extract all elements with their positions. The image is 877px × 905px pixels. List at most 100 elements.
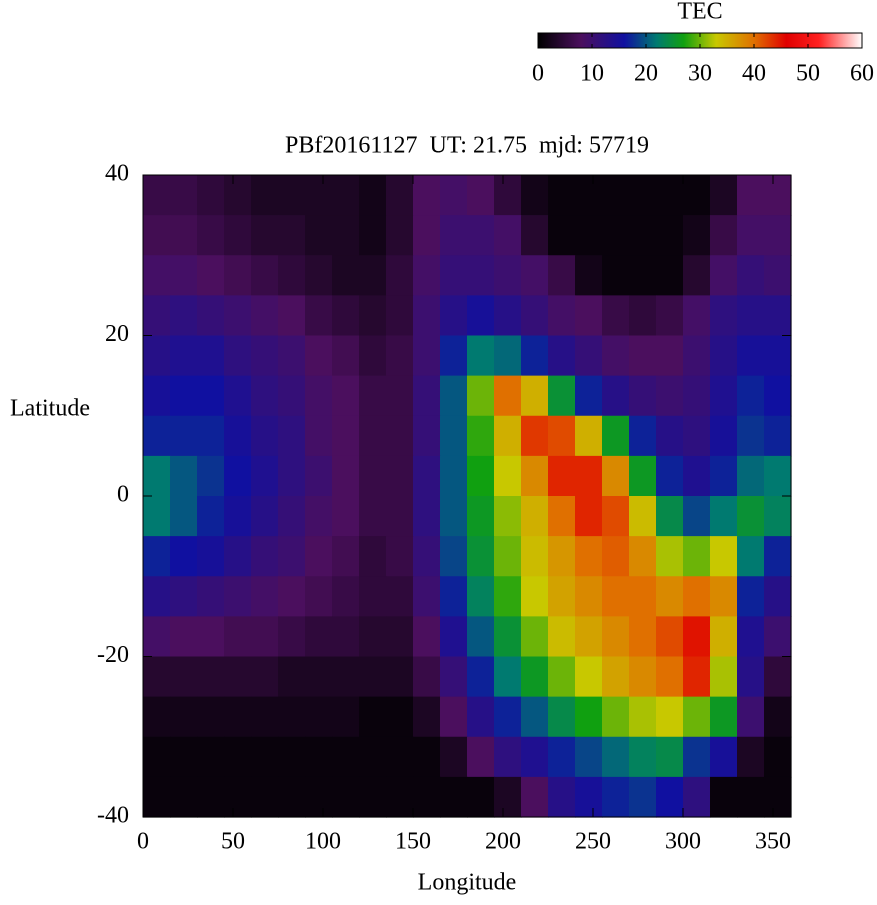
x-axis-label: Longitude — [418, 870, 517, 896]
heat-cell — [440, 736, 468, 778]
heat-cell — [332, 375, 360, 417]
heat-cell — [143, 335, 171, 377]
heat-cell — [575, 776, 603, 818]
heat-cell — [602, 375, 630, 417]
heat-cell — [251, 616, 279, 658]
heat-cell — [305, 295, 333, 337]
heat-cell — [332, 536, 360, 577]
heat-cell — [737, 656, 765, 698]
heat-cell — [764, 776, 792, 818]
heat-cell — [548, 776, 576, 818]
heat-cell — [494, 696, 522, 738]
heat-cell — [440, 536, 468, 577]
heat-cell — [521, 335, 549, 377]
heat-cell — [575, 616, 603, 658]
heat-cell — [467, 696, 495, 738]
colorbar-tick-label: 40 — [742, 61, 766, 87]
heat-cell — [467, 415, 495, 457]
heat-cell — [251, 576, 279, 617]
heat-cell — [629, 415, 657, 457]
heat-cell — [332, 175, 360, 216]
heat-cell — [602, 576, 630, 617]
heat-cell — [521, 255, 549, 296]
heat-cell — [467, 576, 495, 617]
heat-cell — [494, 536, 522, 577]
heat-cell — [629, 696, 657, 738]
x-tick-label: 150 — [395, 829, 431, 855]
heat-cell — [521, 295, 549, 337]
heat-cell — [224, 536, 252, 577]
heat-cell — [494, 215, 522, 256]
heat-cell — [359, 696, 387, 738]
heat-cell — [170, 776, 198, 818]
heat-cell — [251, 415, 279, 457]
heat-cell — [575, 455, 603, 497]
heat-cell — [683, 656, 711, 698]
heat-cell — [467, 536, 495, 577]
heat-cell — [602, 536, 630, 577]
heat-cell — [224, 576, 252, 617]
heat-cell — [278, 536, 306, 577]
heat-cell — [197, 335, 225, 377]
heat-cell — [305, 496, 333, 537]
heat-cell — [683, 496, 711, 537]
heat-cell — [332, 736, 360, 778]
heat-cell — [494, 656, 522, 698]
heat-cell — [710, 776, 738, 818]
heat-cell — [224, 455, 252, 497]
heat-cell — [332, 455, 360, 497]
heat-cell — [710, 656, 738, 698]
heat-cell — [305, 576, 333, 617]
heat-cell — [440, 335, 468, 377]
heat-cell — [602, 736, 630, 778]
heat-cell — [197, 576, 225, 617]
heat-cell — [440, 175, 468, 216]
heat-cell — [656, 175, 684, 216]
heat-cell — [224, 215, 252, 256]
heat-cell — [413, 455, 441, 497]
heat-cell — [413, 536, 441, 577]
heat-cell — [305, 415, 333, 457]
heat-cell — [656, 375, 684, 417]
heat-cell — [548, 696, 576, 738]
heat-cell — [710, 255, 738, 296]
heat-cell — [602, 696, 630, 738]
heat-cell — [224, 335, 252, 377]
heat-cell — [737, 536, 765, 577]
heat-cell — [143, 736, 171, 778]
heat-cell — [143, 536, 171, 577]
heat-cell — [440, 656, 468, 698]
heat-cell — [602, 496, 630, 537]
heat-cell — [656, 295, 684, 337]
heat-cell — [575, 576, 603, 617]
heat-cell — [278, 415, 306, 457]
heat-cell — [413, 415, 441, 457]
heat-cell — [521, 496, 549, 537]
heat-cell — [386, 175, 414, 216]
heat-cell — [710, 415, 738, 457]
heat-cell — [764, 656, 792, 698]
y-axis-label: Latitude — [10, 396, 90, 422]
heat-cell — [359, 375, 387, 417]
heat-cell — [305, 215, 333, 256]
heat-cell — [170, 736, 198, 778]
heat-cell — [359, 415, 387, 457]
heat-cell — [575, 496, 603, 537]
heat-cell — [629, 776, 657, 818]
heat-cell — [278, 496, 306, 537]
heat-cell — [764, 415, 792, 457]
heat-cell — [656, 576, 684, 617]
heat-cell — [386, 335, 414, 377]
heat-cell — [764, 696, 792, 738]
heat-cell — [602, 175, 630, 216]
heat-cell — [224, 255, 252, 296]
heat-cell — [251, 696, 279, 738]
heat-cell — [710, 536, 738, 577]
heat-cell — [386, 576, 414, 617]
heat-cell — [737, 415, 765, 457]
heat-cell — [359, 215, 387, 256]
heat-cell — [521, 736, 549, 778]
colorbar-title: TEC — [677, 0, 722, 25]
heat-cell — [278, 455, 306, 497]
heat-cell — [494, 616, 522, 658]
